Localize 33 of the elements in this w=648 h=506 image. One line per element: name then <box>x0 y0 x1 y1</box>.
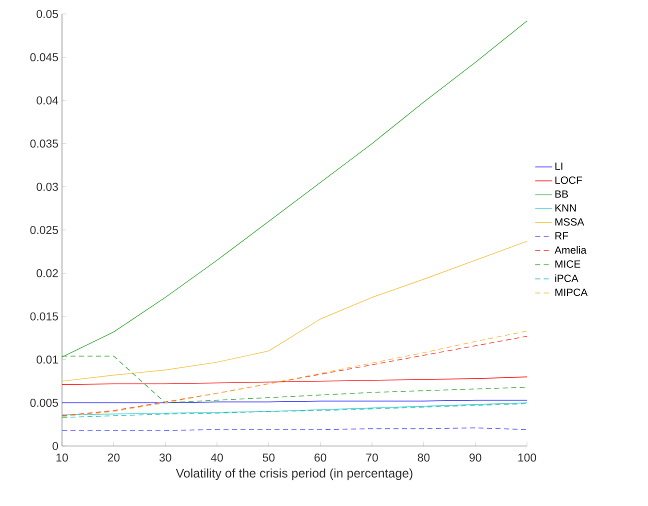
x-tick-label: 60 <box>314 454 326 462</box>
y-tick-label: 0.025 <box>30 226 58 234</box>
line-series <box>62 403 528 418</box>
legend-label: RF <box>555 232 568 240</box>
legend-label: Amelia <box>554 246 587 254</box>
x-tick-label: 70 <box>366 454 378 462</box>
x-tick-label: 10 <box>56 454 68 462</box>
x-tick-label: 100 <box>518 454 536 462</box>
legend-label: LI <box>555 162 562 170</box>
y-tick-label: 0.02 <box>36 269 58 278</box>
legend-label: LOCF <box>555 176 582 184</box>
legend-label: MIPCA <box>555 288 588 296</box>
legend-label: MICE <box>555 260 580 268</box>
y-tick-label: 0.03 <box>36 182 58 191</box>
y-tick-label: 0.01 <box>36 356 58 364</box>
y-tick-label: 0.05 <box>36 10 58 18</box>
y-tick-label: 0 <box>52 442 58 450</box>
y-tick-label: 0.015 <box>30 312 58 320</box>
x-tick-label: 40 <box>210 454 223 462</box>
legend-label: MSSA <box>555 218 584 226</box>
y-tick-label: 0.04 <box>36 96 58 104</box>
x-tick-label: 30 <box>159 454 172 462</box>
x-tick-label: 80 <box>418 454 430 462</box>
x-tick-label: 50 <box>262 454 275 462</box>
x-axis-title: Volatility of the crisis period (in percentage) <box>176 468 412 480</box>
x-tick-label: 90 <box>469 454 482 462</box>
y-tick-label: 0.035 <box>30 140 58 148</box>
legend-label: KNN <box>555 204 576 212</box>
legend-label: iPCA <box>555 274 578 282</box>
x-tick-label: 20 <box>108 454 120 462</box>
y-tick-label: 0.005 <box>30 398 58 407</box>
legend-label: BB <box>555 190 568 198</box>
y-tick-label: 0.045 <box>30 53 58 62</box>
